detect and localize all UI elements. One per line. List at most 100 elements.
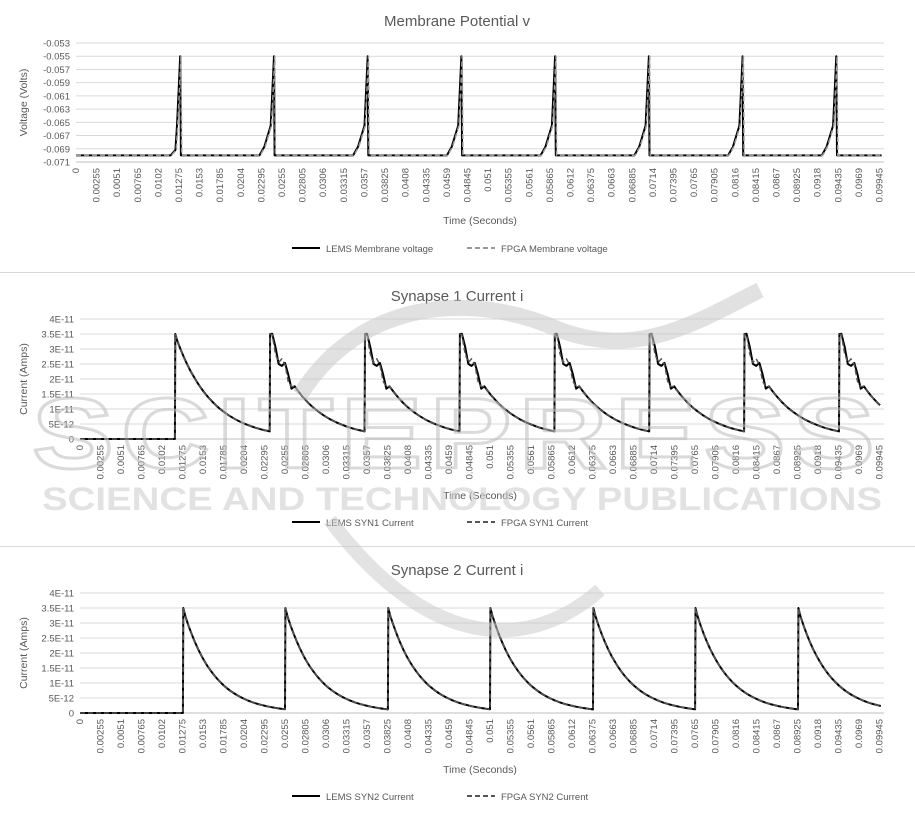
x-tick-label: 0 xyxy=(75,719,86,724)
x-tick-label: 0.0816 xyxy=(730,168,741,197)
x-tick-label: 0.08415 xyxy=(752,719,763,753)
x-tick-label: 0.09435 xyxy=(833,168,844,202)
x-tick-label: 0.01275 xyxy=(178,445,189,479)
x-tick-label: 0.0255 xyxy=(277,168,288,197)
x-tick-label: 0.0561 xyxy=(526,445,537,474)
y-tick-label: -0.067 xyxy=(43,131,70,142)
x-tick-label: 0.05865 xyxy=(545,168,556,202)
chart-panel-membrane: Membrane Potential v -0.053 -0.055 -0.057 -0… xyxy=(0,0,915,272)
y-tick-label: 2.5E-11 xyxy=(41,360,74,371)
legend-label: FPGA Membrane voltage xyxy=(501,244,608,255)
chart-synapse1-current: Synapse 1 Current i 4E-11 3.5E-11 3E-11 2.5E… xyxy=(18,288,886,529)
x-tick-label: 0.01275 xyxy=(178,719,189,753)
x-tick-label: 0.05355 xyxy=(506,445,517,479)
chart-title: Membrane Potential v xyxy=(384,13,530,30)
y-tick-label: -0.069 xyxy=(43,144,70,155)
chart-panel-synapse1: Synapse 1 Current i 4E-11 3.5E-11 3E-11 2.5E… xyxy=(0,272,915,547)
x-tick-label: 0.01785 xyxy=(215,168,226,202)
x-tick-label: 0.0051 xyxy=(116,719,127,748)
x-tick-label: 0.05865 xyxy=(547,719,558,753)
x-tick-label: 0.0714 xyxy=(649,445,660,474)
x-tick-label: 0.08415 xyxy=(752,445,763,479)
x-tick-label: 0.0051 xyxy=(116,445,127,474)
legend-label: LEMS SYN1 Current xyxy=(326,518,414,529)
x-tick-label: 0.051 xyxy=(483,168,494,192)
x-tick-label: 0 xyxy=(75,445,86,450)
x-tick-label: 0.0765 xyxy=(690,445,701,474)
x-tick-label: 0.0051 xyxy=(112,168,123,197)
x-tick-label: 0.0663 xyxy=(607,168,618,197)
x-tick-label: 0.0153 xyxy=(198,445,209,474)
x-tick-label: 0.04335 xyxy=(421,168,432,202)
x-tick-label: 0.00255 xyxy=(96,445,107,479)
y-tick-label: 1E-11 xyxy=(49,405,74,416)
x-tick-label: 0.02295 xyxy=(260,719,271,753)
x-tick-label: 0.02295 xyxy=(260,445,271,479)
x-tick-label: 0.0306 xyxy=(318,168,329,197)
x-tick-label: 0.051 xyxy=(485,719,496,743)
x-tick-label: 0.0714 xyxy=(648,168,659,197)
x-tick-label: 0.00255 xyxy=(92,168,103,202)
x-tick-label: 0.0816 xyxy=(731,445,742,474)
x-tick-label: 0.0306 xyxy=(321,445,332,474)
x-tick-label: 0.0255 xyxy=(280,445,291,474)
x-tick-label: 0.0969 xyxy=(854,445,865,474)
x-tick-label: 0.0918 xyxy=(813,445,824,474)
x-tick-label: 0.06885 xyxy=(627,168,638,202)
y-tick-label: -0.055 xyxy=(43,52,70,63)
x-tick-label: 0.09945 xyxy=(875,168,886,202)
y-tick-label: 5E-12 xyxy=(49,420,74,431)
x-tick-label: 0.04845 xyxy=(465,719,476,753)
x-tick-label: 0.0357 xyxy=(362,445,373,474)
x-axis-title: Time (Seconds) xyxy=(443,764,517,776)
chart-membrane-potential: Membrane Potential v -0.053 -0.055 -0.057 -0… xyxy=(18,13,886,255)
y-tick-label: -0.065 xyxy=(43,118,70,129)
y-axis-title: Current (Amps) xyxy=(18,617,30,689)
x-tick-label: 0.0561 xyxy=(526,719,537,748)
y-tick-label: -0.057 xyxy=(43,65,70,76)
x-tick-label: 0.07395 xyxy=(669,168,680,202)
series-line-lems xyxy=(76,55,882,157)
x-tick-label: 0.06375 xyxy=(586,168,597,202)
x-tick-label: 0.0204 xyxy=(239,719,250,748)
x-axis-title: Time (Seconds) xyxy=(443,490,517,502)
x-tick-label: 0.03315 xyxy=(342,719,353,753)
x-tick-label: 0.07905 xyxy=(711,445,722,479)
x-tick-label: 0.0714 xyxy=(649,719,660,748)
x-tick-label: 0.00255 xyxy=(96,719,107,753)
x-tick-label: 0.04845 xyxy=(462,168,473,202)
y-tick-label: 2E-11 xyxy=(49,375,74,386)
y-axis-title: Voltage (Volts) xyxy=(18,69,30,137)
x-tick-label: 0.02805 xyxy=(301,445,312,479)
x-tick-label: 0.0357 xyxy=(362,719,373,748)
x-tick-label: 0.0204 xyxy=(236,168,247,197)
x-tick-label: 0.0408 xyxy=(401,168,412,197)
x-tick-label: 0.09945 xyxy=(875,445,886,479)
x-tick-label: 0.09435 xyxy=(834,445,845,479)
y-tick-label: -0.059 xyxy=(43,78,70,89)
x-tick-label: 0.08415 xyxy=(751,168,762,202)
x-tick-label: 0.0663 xyxy=(608,719,619,748)
y-tick-label: 5E-12 xyxy=(49,694,74,705)
x-tick-label: 0.00765 xyxy=(133,168,144,202)
x-tick-label: 0.07395 xyxy=(670,719,681,753)
x-tick-label: 0.0867 xyxy=(772,719,783,748)
x-tick-label: 0.0612 xyxy=(567,445,578,474)
x-tick-label: 0.0408 xyxy=(403,719,414,748)
x-tick-label: 0.051 xyxy=(485,445,496,469)
y-tick-label: 1.5E-11 xyxy=(41,390,74,401)
y-tick-label: 3E-11 xyxy=(49,345,74,356)
y-tick-label: 4E-11 xyxy=(49,315,74,326)
x-tick-label: 0.09435 xyxy=(834,719,845,753)
x-tick-label: 0.02805 xyxy=(301,719,312,753)
y-tick-label: 2.5E-11 xyxy=(41,634,74,645)
series-line-fpga xyxy=(80,607,881,714)
y-tick-label: -0.053 xyxy=(43,39,70,50)
x-tick-label: 0.06885 xyxy=(629,445,640,479)
legend-label: FPGA SYN2 Current xyxy=(501,792,588,803)
y-axis-title: Current (Amps) xyxy=(18,343,30,415)
x-tick-label: 0.08925 xyxy=(792,168,803,202)
chart-title: Synapse 1 Current i xyxy=(391,288,524,305)
x-tick-label: 0.0918 xyxy=(813,168,824,197)
x-tick-label: 0.04845 xyxy=(465,445,476,479)
